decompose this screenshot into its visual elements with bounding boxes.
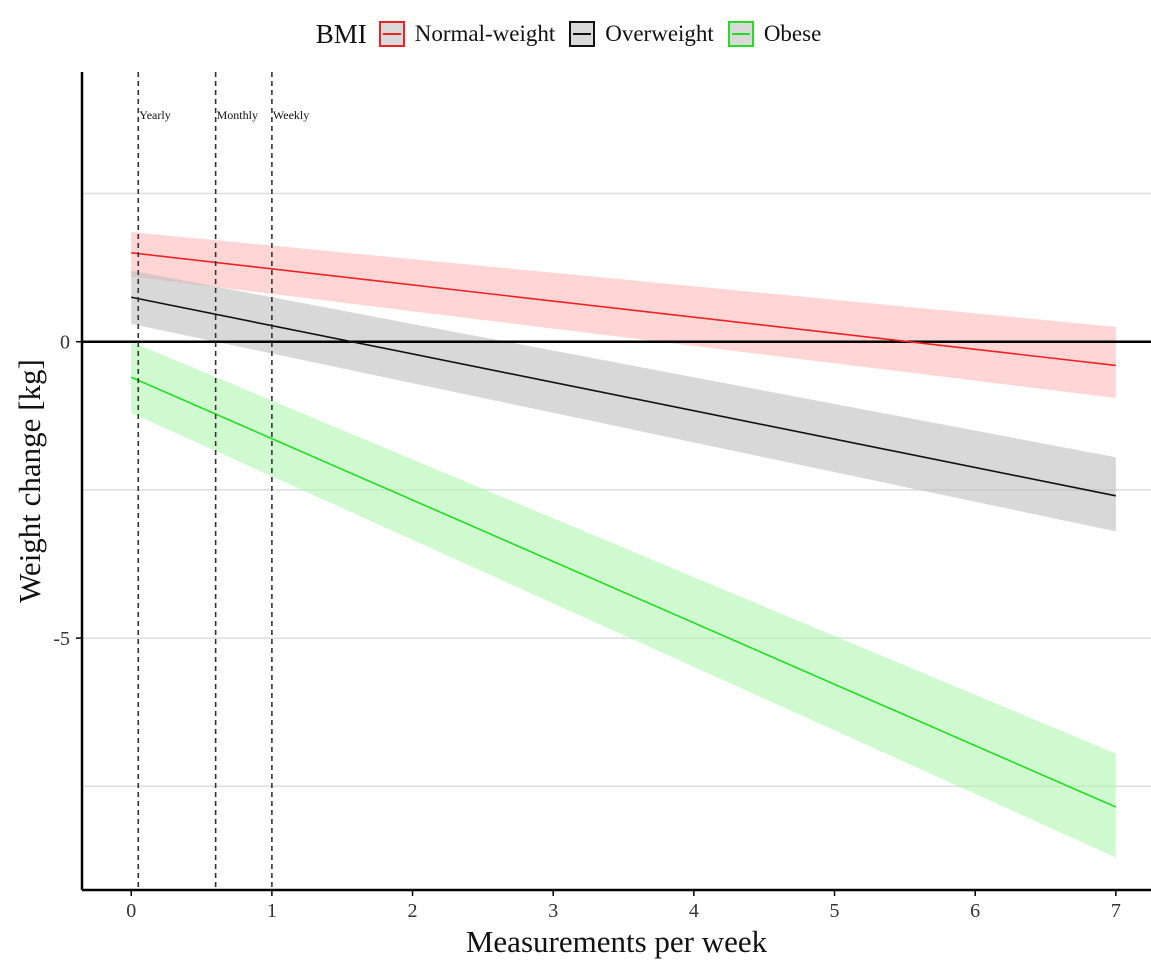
vline-label-yearly: Yearly <box>139 108 170 122</box>
x-tick-label: 5 <box>830 900 840 922</box>
legend-item-normal-weight: Normal-weight <box>378 21 556 47</box>
y-tick-label: 0 <box>60 332 70 354</box>
legend-key-overweight <box>569 21 596 47</box>
y-axis-label: Weight change [kg] <box>12 359 47 603</box>
legend-title: BMI <box>315 18 367 49</box>
vline-label-monthly: Monthly <box>217 108 258 122</box>
x-axis-label: Measurements per week <box>466 924 768 959</box>
x-tick-label: 4 <box>689 900 699 922</box>
series-line-normal-weight <box>131 251 1116 367</box>
legend-label: Overweight <box>605 21 714 46</box>
confidence-band-normal-weight <box>131 232 1116 399</box>
legend: BMI Normal-weight Overweight Obese <box>0 12 1151 56</box>
x-tick-label: 2 <box>408 900 418 922</box>
legend-item-obese: Obese <box>727 21 822 47</box>
vline-label-weekly: Weekly <box>273 108 309 122</box>
legend-label: Normal-weight <box>414 21 556 46</box>
series-line-overweight <box>131 296 1116 497</box>
x-tick-label: 7 <box>1111 900 1121 922</box>
legend-item-overweight: Overweight <box>569 21 714 47</box>
legend-key-normal-weight <box>378 21 405 47</box>
confidence-band-overweight <box>131 270 1116 532</box>
x-tick-label: 0 <box>126 900 136 922</box>
y-tick-label: -5 <box>53 628 70 650</box>
legend-key-obese <box>727 21 754 47</box>
confidence-band-obese <box>131 341 1116 858</box>
x-tick-label: 3 <box>548 900 558 922</box>
legend-label: Obese <box>763 21 822 46</box>
x-tick-label: 1 <box>267 900 277 922</box>
series-line-obese <box>130 376 1117 808</box>
x-tick-label: 6 <box>970 900 980 922</box>
